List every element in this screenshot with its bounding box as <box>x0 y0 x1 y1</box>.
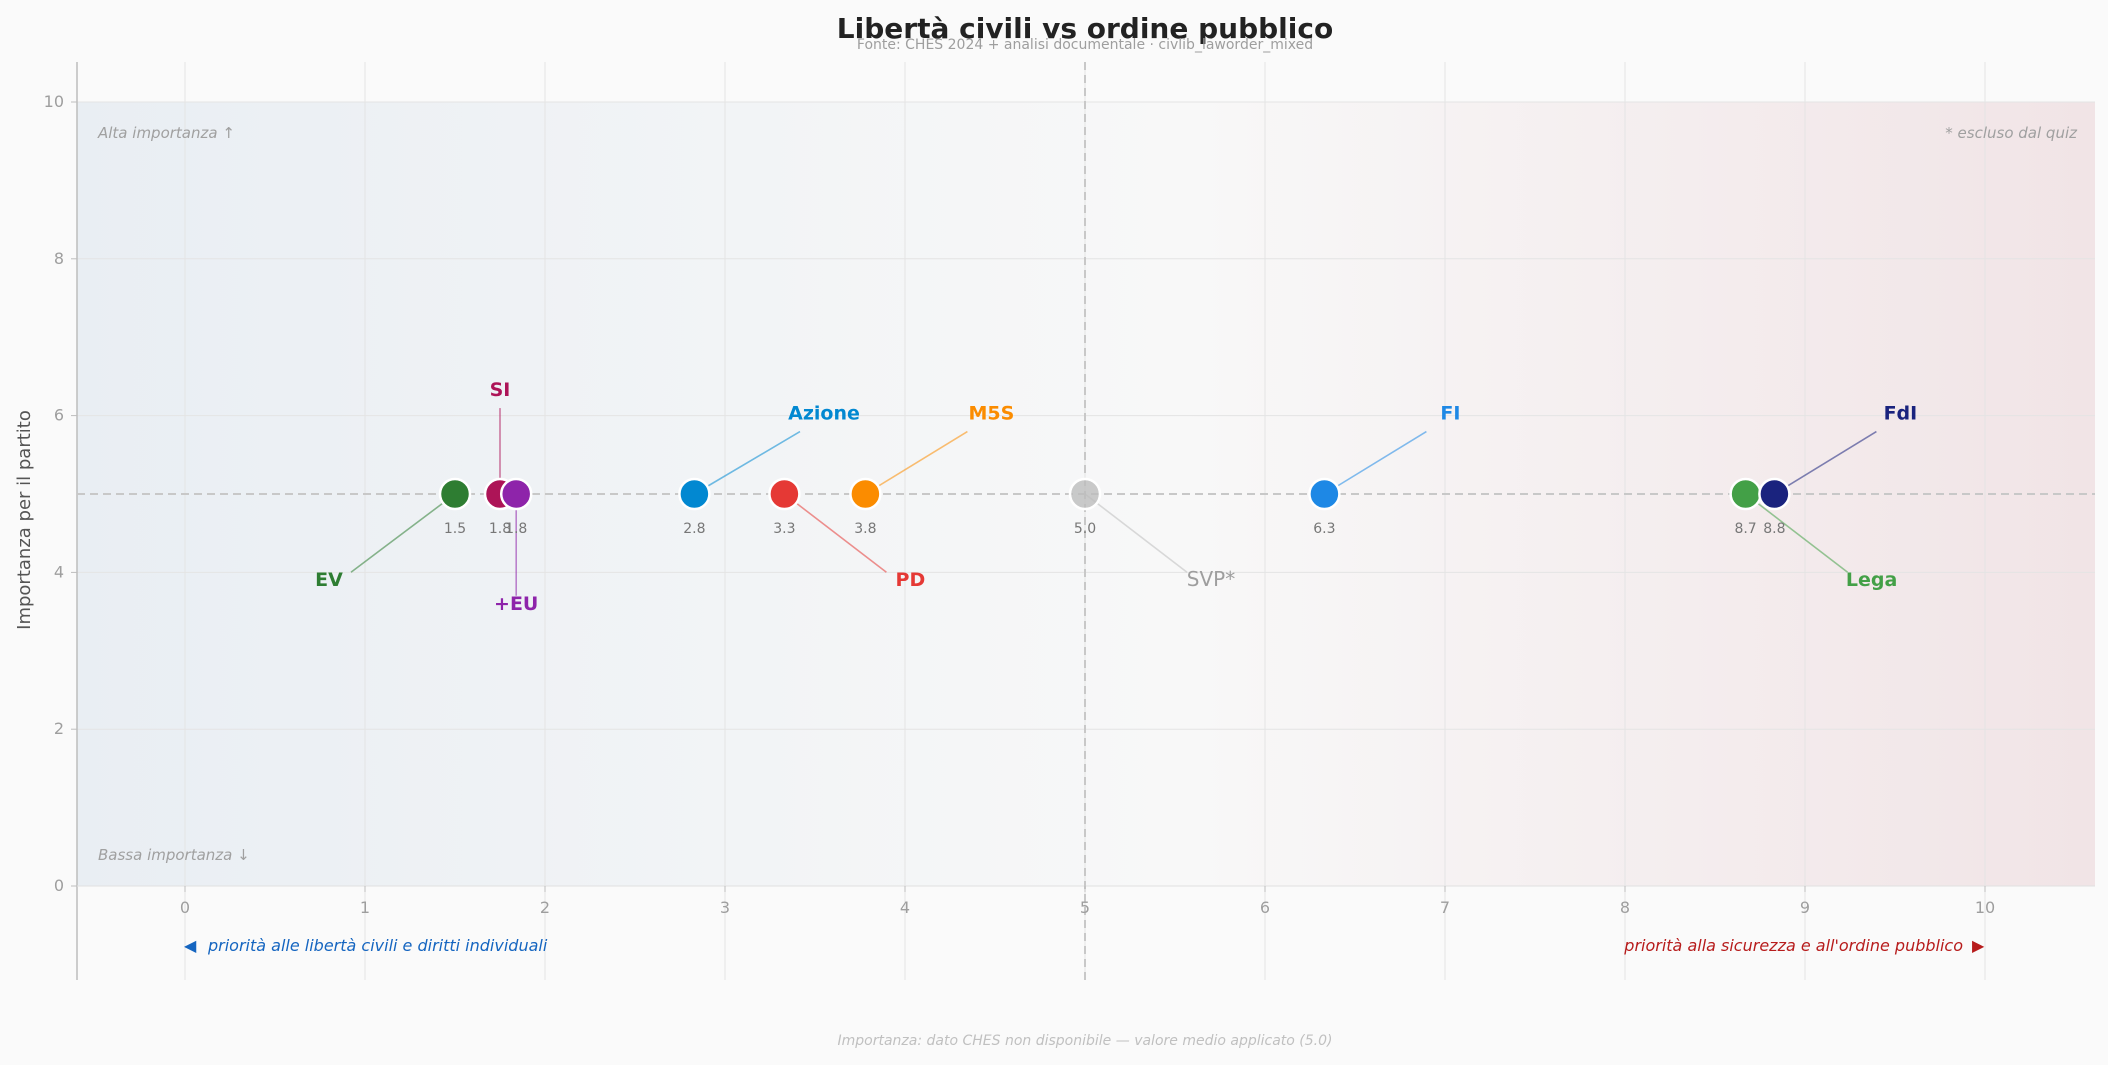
data-point <box>768 477 801 511</box>
corner-label-top-left: Alta importanza ↑ <box>97 124 235 142</box>
y-tick-label: 0 <box>54 876 64 895</box>
data-value-label: 3.3 <box>773 521 795 537</box>
y-axis-label: Importanza per il partito <box>14 410 35 630</box>
x-tick-label: 9 <box>1800 898 1810 917</box>
axis-end-right-label: priorità alla sicurezza e all'ordine pub… <box>1623 936 1963 955</box>
leader-line <box>783 493 887 573</box>
data-value-label: 5.0 <box>1074 521 1096 537</box>
x-tick-label: 1 <box>360 898 370 917</box>
data-point <box>678 477 711 511</box>
party-label: EV <box>315 569 343 591</box>
y-axis-ticks: 0 2 4 6 8 10 <box>44 92 77 895</box>
y-tick-label: 2 <box>54 719 64 738</box>
x-tick-label: 10 <box>1975 898 1995 917</box>
party-label: Lega <box>1846 569 1897 591</box>
axis-end-left-label: priorità alle libertà civili e diritti i… <box>207 936 548 955</box>
data-point <box>438 477 472 511</box>
x-axis-ticks: 0 1 2 3 4 5 6 7 8 9 10 <box>180 886 1995 917</box>
y-tick-label: 10 <box>44 92 64 111</box>
data-value-label: 8.8 <box>1763 521 1785 537</box>
x-tick-label: 6 <box>1260 898 1270 917</box>
x-tick-label: 0 <box>180 898 190 917</box>
x-tick-label: 3 <box>720 898 730 917</box>
data-point <box>849 477 882 511</box>
data-value-label: 8.7 <box>1734 521 1756 537</box>
data-value-label: 1.5 <box>444 521 466 537</box>
y-tick-label: 6 <box>54 406 64 425</box>
label-leader-lines <box>350 408 1877 596</box>
corner-label-top-right: * escluso dal quiz <box>1945 124 2078 142</box>
x-tick-label: 5 <box>1080 898 1090 917</box>
chart-footer-note: Importanza: dato CHES non disponibile — … <box>838 1033 1333 1049</box>
chart-subtitle: Fonte: CHES 2024 + analisi documentale ·… <box>857 37 1313 53</box>
leader-line <box>864 430 968 495</box>
party-label: +EU <box>494 593 538 615</box>
arrow-right-icon: ▶ <box>1972 936 1985 955</box>
x-tick-label: 4 <box>900 898 910 917</box>
x-tick-label: 8 <box>1620 898 1630 917</box>
axis-end-left: ◀ priorità alle libertà civili e diritti… <box>184 936 548 955</box>
leader-line <box>1773 430 1877 495</box>
party-label: M5S <box>968 403 1014 425</box>
leader-line <box>1745 493 1849 573</box>
party-label: FdI <box>1884 403 1918 425</box>
x-tick-label: 7 <box>1440 898 1450 917</box>
data-point <box>1068 477 1102 511</box>
data-point <box>1729 477 1762 511</box>
data-value-label: 6.3 <box>1313 521 1335 537</box>
chart-title: Libertà civili vs ordine pubblico <box>837 12 1333 45</box>
axis-end-right: priorità alla sicurezza e all'ordine pub… <box>1623 936 1985 955</box>
leader-line <box>350 493 456 573</box>
data-value-label: 1.8 <box>489 521 511 537</box>
data-value-label: 1.8 <box>505 521 527 537</box>
data-point <box>1758 477 1791 511</box>
party-label: SVP* <box>1187 567 1235 591</box>
party-label: FI <box>1440 403 1460 425</box>
y-tick-label: 8 <box>54 249 64 268</box>
leader-line <box>1323 430 1427 495</box>
corner-label-bottom-left: Bassa importanza ↓ <box>98 846 250 864</box>
party-label: SI <box>490 379 511 401</box>
x-tick-label: 2 <box>540 898 550 917</box>
leader-line <box>693 430 801 495</box>
party-label: PD <box>896 569 926 591</box>
data-points <box>438 477 1791 511</box>
data-value-label: 2.8 <box>683 521 705 537</box>
data-point <box>499 477 533 511</box>
party-label: Azione <box>788 403 860 425</box>
y-tick-label: 4 <box>54 562 64 581</box>
arrow-left-icon: ◀ <box>184 936 197 955</box>
data-point <box>1308 477 1341 511</box>
data-labels: 1.5 EV 1.8 SI 1.8 +EU 2.8 Azione 3.3 PD 3.8 M5S 5.0 S… <box>315 379 1917 615</box>
leader-line <box>1084 493 1188 573</box>
data-value-label: 3.8 <box>854 521 876 537</box>
